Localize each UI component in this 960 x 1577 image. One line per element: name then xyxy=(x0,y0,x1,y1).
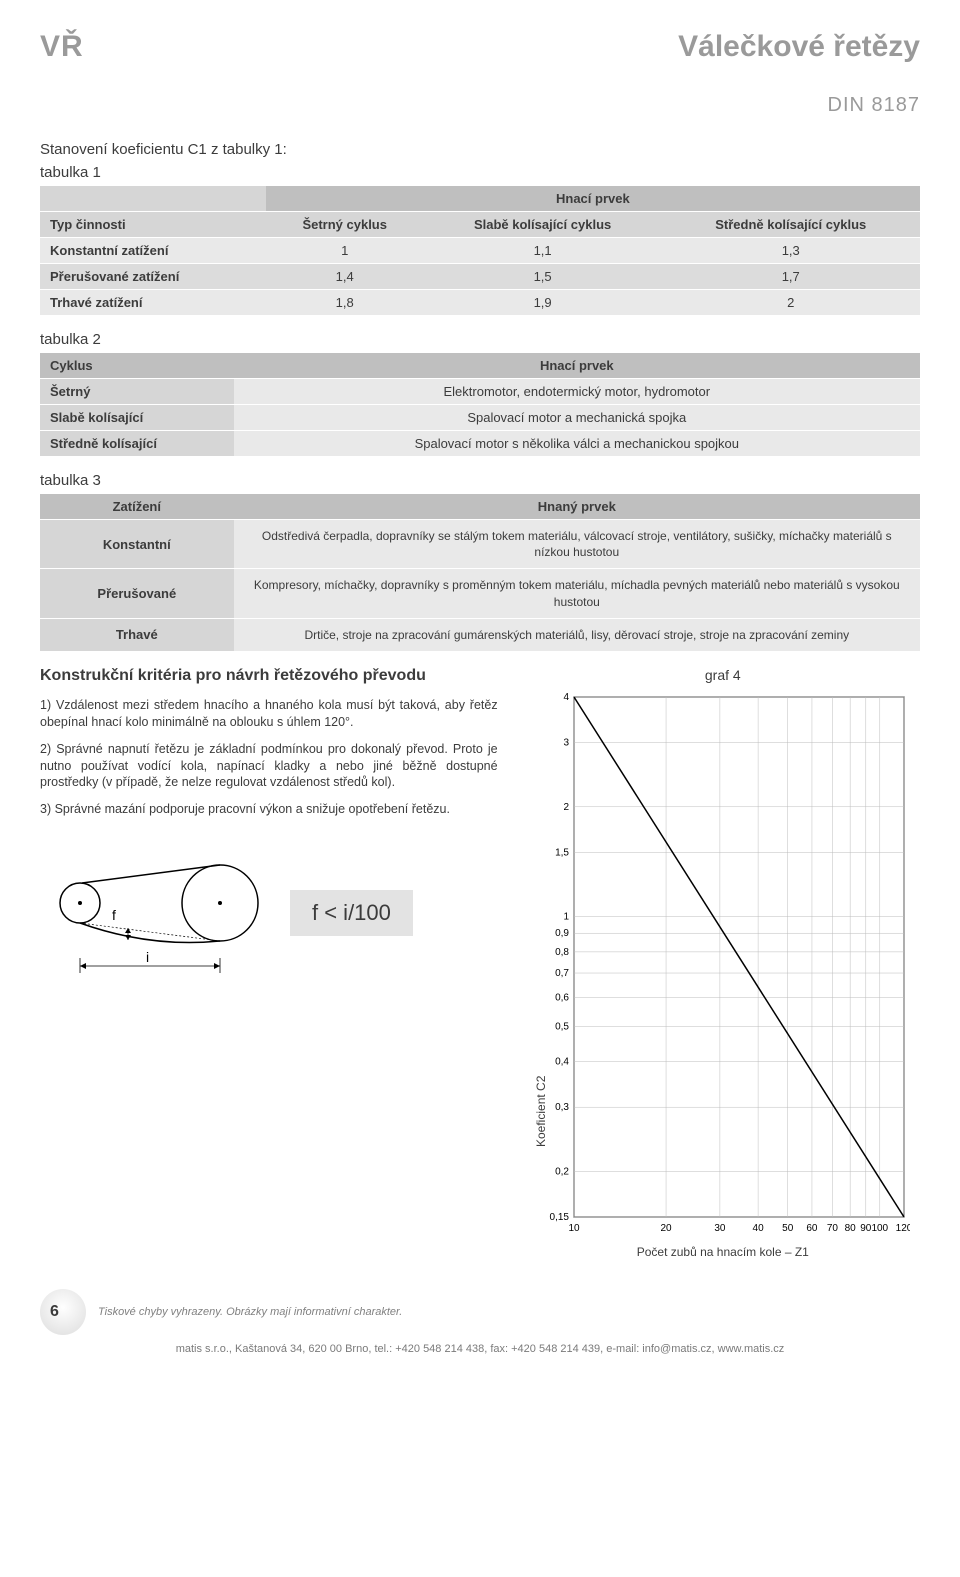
svg-text:120: 120 xyxy=(895,1223,909,1234)
table1-col2: Slabě kolísající cyklus xyxy=(424,212,662,238)
svg-text:1: 1 xyxy=(563,911,569,922)
chain-sag-diagram: f i xyxy=(40,848,270,978)
svg-text:60: 60 xyxy=(806,1223,818,1234)
din-label: DIN 8187 xyxy=(40,94,920,117)
svg-text:100: 100 xyxy=(871,1223,888,1234)
svg-text:30: 30 xyxy=(714,1223,726,1234)
table3-col0: Zatížení xyxy=(40,494,234,520)
svg-text:0,15: 0,15 xyxy=(549,1212,569,1223)
page-number: 6 xyxy=(40,1289,86,1335)
table-row: Trhavé zatížení 1,8 1,9 2 xyxy=(40,290,920,316)
table1-caption-line2: tabulka 1 xyxy=(40,164,920,181)
table-row: Slabě kolísajícíSpalovací motor a mechan… xyxy=(40,405,920,431)
svg-text:0,9: 0,9 xyxy=(555,928,569,939)
svg-text:70: 70 xyxy=(826,1223,838,1234)
table-row: KonstantníOdstředivá čerpadla, dopravník… xyxy=(40,520,920,569)
svg-text:90: 90 xyxy=(860,1223,872,1234)
table1-col0: Typ činnosti xyxy=(40,212,266,238)
svg-text:10: 10 xyxy=(568,1223,580,1234)
chart-svg: 0,15 0,2 0,3 0,4 0,5 0,6 0,7 0,8 0,9 1 1,5 2 3 4 10 20 3… xyxy=(526,687,910,1241)
table2-caption: tabulka 2 xyxy=(40,331,920,348)
svg-text:80: 80 xyxy=(844,1223,856,1234)
table1-col1: Šetrný cyklus xyxy=(266,212,424,238)
svg-text:0,3: 0,3 xyxy=(555,1102,569,1113)
table-row: Středně kolísajícíSpalovací motor s něko… xyxy=(40,431,920,457)
table2-col0: Cyklus xyxy=(40,353,234,379)
page-title: Válečkové řetězy xyxy=(678,30,920,64)
svg-text:0,5: 0,5 xyxy=(555,1021,569,1032)
svg-text:1,5: 1,5 xyxy=(555,847,569,858)
svg-text:20: 20 xyxy=(660,1223,672,1234)
table1: Hnací prvek Typ činnosti Šetrný cyklus S… xyxy=(40,185,920,315)
table1-superheader: Hnací prvek xyxy=(266,186,920,212)
table1-caption-line1: Stanovení koeficientu C1 z tabulky 1: xyxy=(40,141,920,158)
footer-disclaimer: Tiskové chyby vyhrazeny. Obrázky mají in… xyxy=(98,1306,402,1318)
page-footer: 6 Tiskové chyby vyhrazeny. Obrázky mají … xyxy=(40,1289,920,1355)
table2: Cyklus Hnací prvek ŠetrnýElektromotor, e… xyxy=(40,352,920,456)
table2-col1: Hnací prvek xyxy=(234,353,920,379)
chart-ylabel: Koeficient C2 xyxy=(534,1076,548,1147)
formula-box: f < i/100 xyxy=(290,890,413,936)
product-code: VŘ xyxy=(40,30,84,64)
svg-text:0,2: 0,2 xyxy=(555,1166,569,1177)
criterion-2: 2) Správné napnutí řetězu je základní po… xyxy=(40,741,498,792)
footer-address: matis s.r.o., Kaštanová 34, 620 00 Brno,… xyxy=(40,1343,920,1355)
criteria-title: Konstrukční kritéria pro návrh řetězovéh… xyxy=(40,667,498,685)
chart-c2: Koeficient C2 0,150,20,30,40,50,60,70,80… xyxy=(526,687,920,1259)
i-label: i xyxy=(146,949,149,965)
table-row: Konstantní zatížení 1 1,1 1,3 xyxy=(40,238,920,264)
table-row: ŠetrnýElektromotor, endotermický motor, … xyxy=(40,379,920,405)
table3: Zatížení Hnaný prvek KonstantníOdstřediv… xyxy=(40,493,920,651)
table-row: TrhavéDrtiče, stroje na zpracování gumár… xyxy=(40,618,920,651)
page-header: VŘ Válečkové řetězy xyxy=(40,30,920,64)
criterion-3: 3) Správné mazání podporuje pracovní výk… xyxy=(40,801,498,818)
svg-text:0,6: 0,6 xyxy=(555,992,569,1003)
svg-text:3: 3 xyxy=(563,737,569,748)
table-row: PřerušovanéKompresory, míchačky, dopravn… xyxy=(40,569,920,618)
svg-text:40: 40 xyxy=(752,1223,764,1234)
svg-text:0,8: 0,8 xyxy=(555,947,569,958)
svg-text:2: 2 xyxy=(563,802,569,813)
f-label: f xyxy=(112,907,116,923)
chart-xlabel: Počet zubů na hnacím kole – Z1 xyxy=(526,1245,920,1259)
svg-text:0,4: 0,4 xyxy=(555,1057,569,1068)
svg-text:0,7: 0,7 xyxy=(555,968,569,979)
criterion-1: 1) Vzdálenost mezi středem hnacího a hna… xyxy=(40,697,498,731)
svg-text:4: 4 xyxy=(563,692,569,703)
sag-diagram-row: f i f < i/100 xyxy=(40,848,498,978)
table3-caption: tabulka 3 xyxy=(40,472,920,489)
table1-col3: Středně kolísající cyklus xyxy=(661,212,920,238)
svg-text:50: 50 xyxy=(782,1223,794,1234)
table-row: Přerušované zatížení 1,4 1,5 1,7 xyxy=(40,264,920,290)
table3-col1: Hnaný prvek xyxy=(234,494,920,520)
chart-title: graf 4 xyxy=(526,667,920,683)
